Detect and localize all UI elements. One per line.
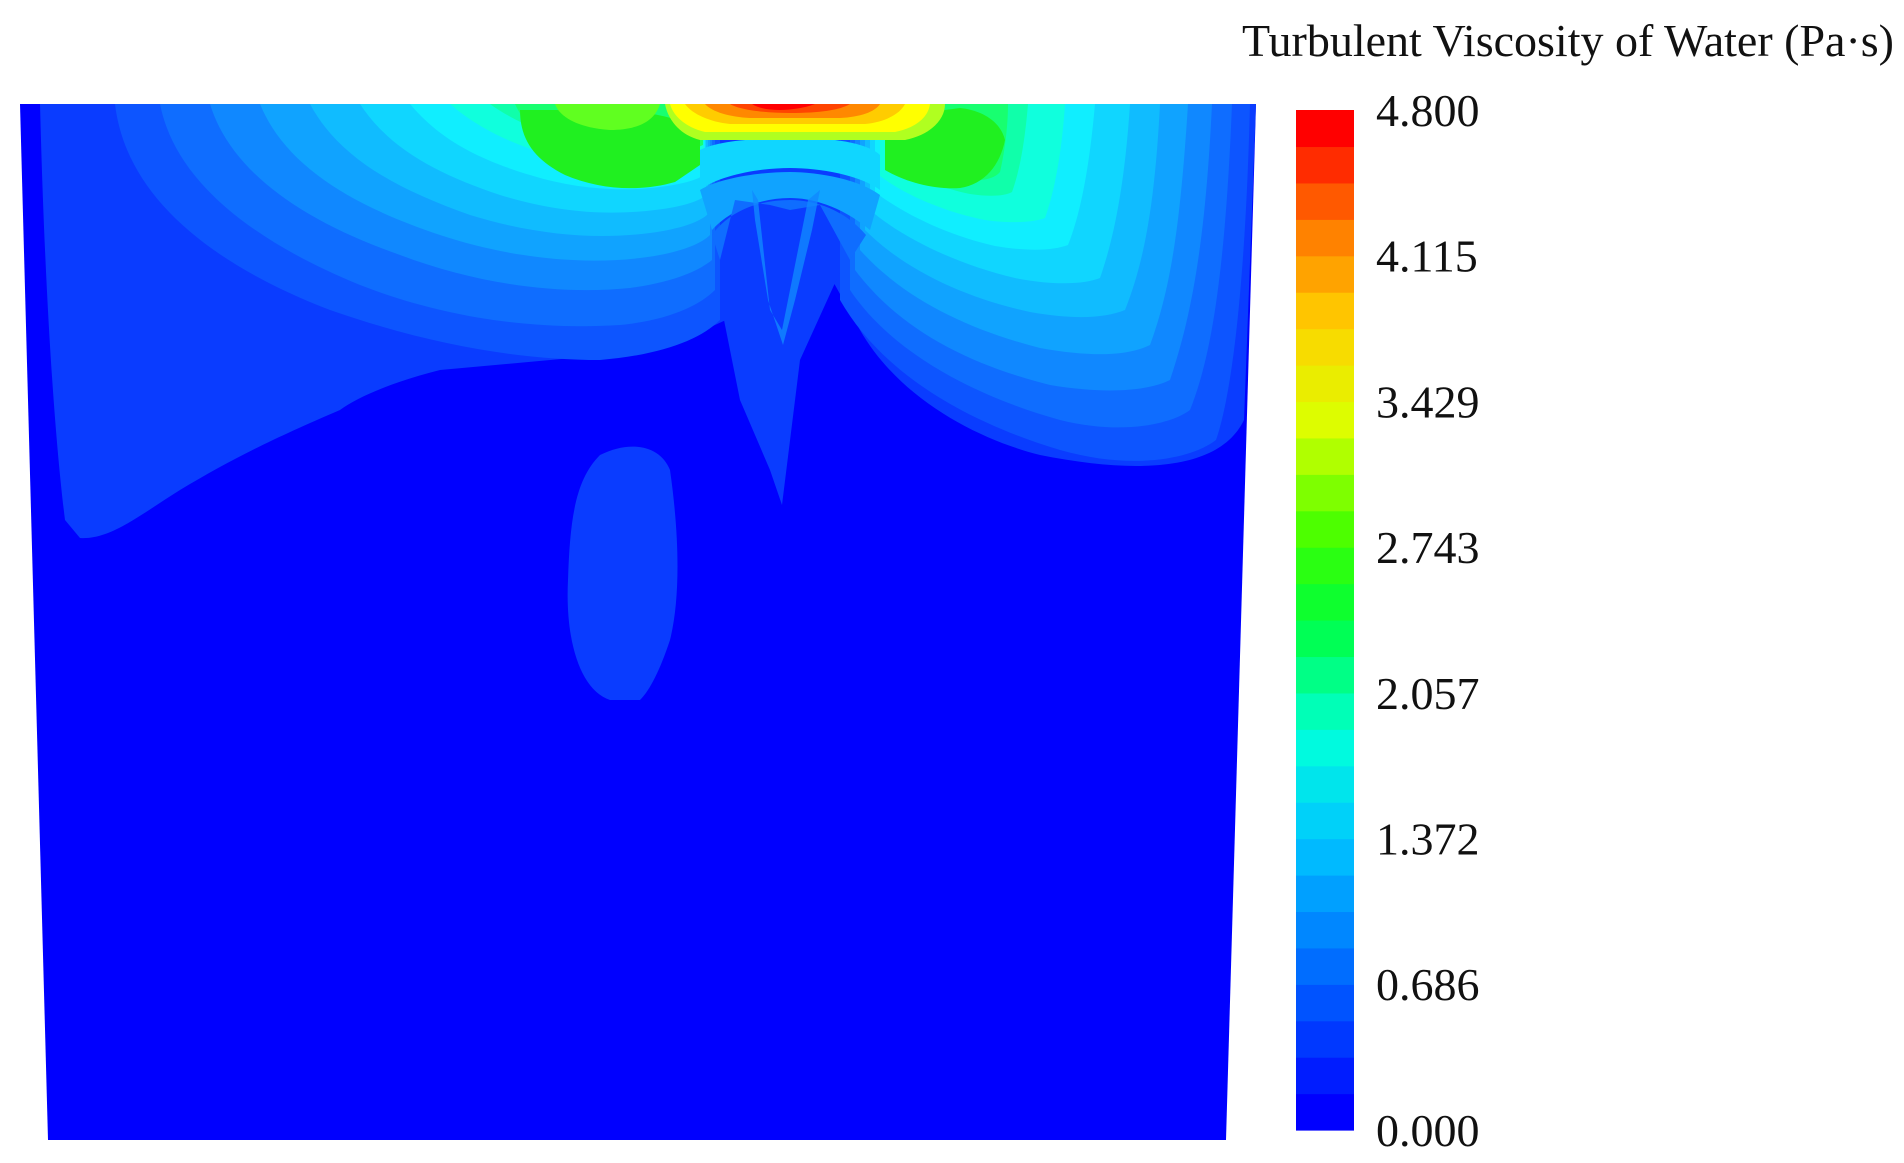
colorbar-swatch bbox=[1296, 838, 1354, 876]
colorbar-swatch bbox=[1296, 474, 1354, 512]
contour-gap-shell-c bbox=[712, 200, 866, 260]
contour-gap-shell-a bbox=[700, 138, 880, 190]
colorbar-tick-label: 2.057 bbox=[1376, 668, 1480, 719]
colorbar-tick-labels: 4.800 4.115 3.429 2.743 2.057 1.372 0.686 0.000 bbox=[1376, 85, 1480, 1156]
colorbar-swatch bbox=[1296, 437, 1354, 475]
colorbar-title: Turbulent Viscosity of Water (Pa·s) bbox=[1242, 15, 1894, 66]
colorbar-swatch bbox=[1296, 1057, 1354, 1095]
colorbar-swatch bbox=[1296, 765, 1354, 803]
colorbar-swatch bbox=[1296, 947, 1354, 985]
colorbar-swatch bbox=[1296, 510, 1354, 548]
colorbar-swatch bbox=[1296, 1093, 1354, 1131]
contour-lobes bbox=[115, 104, 1250, 461]
colorbar-tick-label: 4.800 bbox=[1376, 85, 1480, 136]
colorbar-swatch bbox=[1296, 656, 1354, 694]
contour-jet-red bbox=[752, 104, 815, 110]
contour-spike-inner bbox=[752, 190, 820, 345]
colorbar-tick-label: 4.115 bbox=[1376, 231, 1478, 282]
colorbar-swatch bbox=[1296, 729, 1354, 767]
colorbar-tick-label: 0.686 bbox=[1376, 959, 1480, 1010]
colorbar-swatch bbox=[1296, 328, 1354, 366]
colorbar-swatch bbox=[1296, 292, 1354, 330]
colorbar-swatch bbox=[1296, 547, 1354, 585]
colorbar-swatch bbox=[1296, 146, 1354, 184]
colorbar-swatch bbox=[1296, 875, 1354, 913]
colorbar-swatch bbox=[1296, 583, 1354, 621]
colorbar-swatch bbox=[1296, 182, 1354, 220]
colorbar-tick-label: 0.000 bbox=[1376, 1105, 1480, 1156]
colorbar-tick-label: 2.743 bbox=[1376, 522, 1480, 573]
colorbar-swatch bbox=[1296, 620, 1354, 658]
colorbar-swatch bbox=[1296, 984, 1354, 1022]
colorbar-swatch bbox=[1296, 401, 1354, 439]
contour-domain bbox=[20, 104, 1256, 1140]
colorbar-swatch bbox=[1296, 219, 1354, 257]
colorbar-swatch bbox=[1296, 110, 1354, 148]
colorbar-swatch bbox=[1296, 1020, 1354, 1058]
contour-gap-shell-b bbox=[700, 172, 880, 230]
colorbar-tick-label: 1.372 bbox=[1376, 813, 1480, 864]
contour-blob bbox=[567, 446, 678, 700]
colorbar-swatch bbox=[1296, 365, 1354, 403]
colorbar-swatch bbox=[1296, 255, 1354, 293]
colorbar-tick-label: 3.429 bbox=[1376, 376, 1480, 427]
colorbar bbox=[1296, 110, 1354, 1131]
colorbar-swatch bbox=[1296, 802, 1354, 840]
colorbar-swatch bbox=[1296, 692, 1354, 730]
colorbar-swatch bbox=[1296, 911, 1354, 949]
